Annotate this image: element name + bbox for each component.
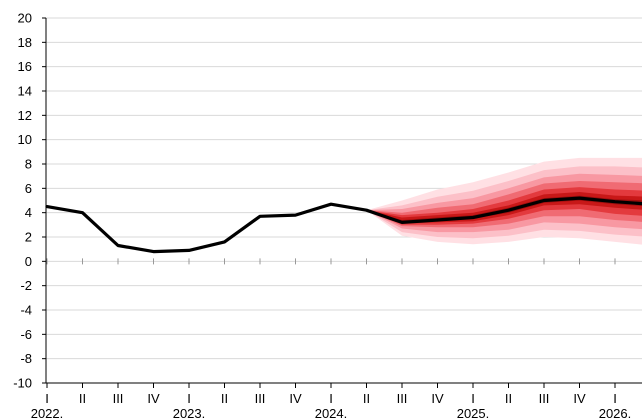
y-tick-label: 12 [18, 108, 32, 123]
x-tick-label: II [505, 391, 512, 406]
y-tick-label: -10 [13, 376, 32, 391]
year-labels: 2022. 2023. 2024. 2025. 2026. [31, 406, 632, 420]
gridlines [46, 17, 642, 384]
axes [42, 17, 642, 388]
y-tick-label: 10 [18, 132, 32, 147]
x-tick-labels: IIIIIIIVIIIIIIIVIIIIIIIVIIIIIIIVIII [45, 391, 617, 406]
series-line [45, 196, 642, 254]
y-tick-label: 4 [25, 205, 32, 220]
data-point [366, 209, 367, 211]
year-label: 2025. [457, 406, 490, 420]
x-tick-label: III [113, 391, 124, 406]
main-series [45, 196, 642, 254]
year-label: 2026. [599, 406, 632, 420]
y-tick-label: 0 [25, 254, 32, 269]
y-tick-label: 18 [18, 35, 32, 50]
fan-band-7 [366, 195, 642, 223]
x-tick-label: II [221, 391, 228, 406]
x-tick-label: I [613, 391, 617, 406]
y-tick-label: -2 [20, 278, 32, 293]
y-tick-label: -6 [20, 327, 32, 342]
y-tick-label: 16 [18, 59, 32, 74]
year-label: 2022. [31, 406, 64, 420]
data-point [330, 203, 332, 205]
x-tick-label: IV [289, 391, 302, 406]
y-tick-label: 2 [25, 230, 32, 245]
data-point [614, 201, 616, 203]
x-tick-label: I [471, 391, 475, 406]
x-tick-label: I [187, 391, 191, 406]
x-tick-label: III [539, 391, 550, 406]
x-tick-label: IV [431, 391, 444, 406]
y-tick-label: 14 [18, 84, 32, 99]
data-point [401, 221, 403, 223]
data-point [259, 215, 261, 217]
y-tick-label: -4 [20, 303, 32, 318]
data-point [117, 245, 119, 247]
x-tick-label: I [45, 391, 49, 406]
data-point [295, 214, 296, 216]
data-point [188, 249, 190, 251]
data-point [46, 206, 48, 208]
data-point [437, 219, 438, 221]
y-tick-label: 6 [25, 181, 32, 196]
x-tick-label: III [397, 391, 408, 406]
data-point [579, 197, 580, 199]
x-tick-label: I [329, 391, 333, 406]
data-point [543, 200, 545, 201]
data-point [153, 251, 154, 253]
data-point [224, 241, 225, 243]
x-tick-label: IV [573, 391, 586, 406]
x-tick-label: II [363, 391, 370, 406]
y-tick-label: -8 [20, 351, 32, 366]
year-label: 2023. [173, 406, 206, 420]
x-tick-label: IV [147, 391, 160, 406]
data-point [82, 212, 83, 214]
data-point [472, 217, 474, 219]
x-tick-label: II [79, 391, 86, 406]
year-label: 2024. [315, 406, 348, 420]
y-tick-label: 8 [25, 157, 32, 172]
data-point [508, 209, 509, 211]
y-tick-label: 20 [18, 11, 32, 26]
x-tick-label: III [255, 391, 266, 406]
